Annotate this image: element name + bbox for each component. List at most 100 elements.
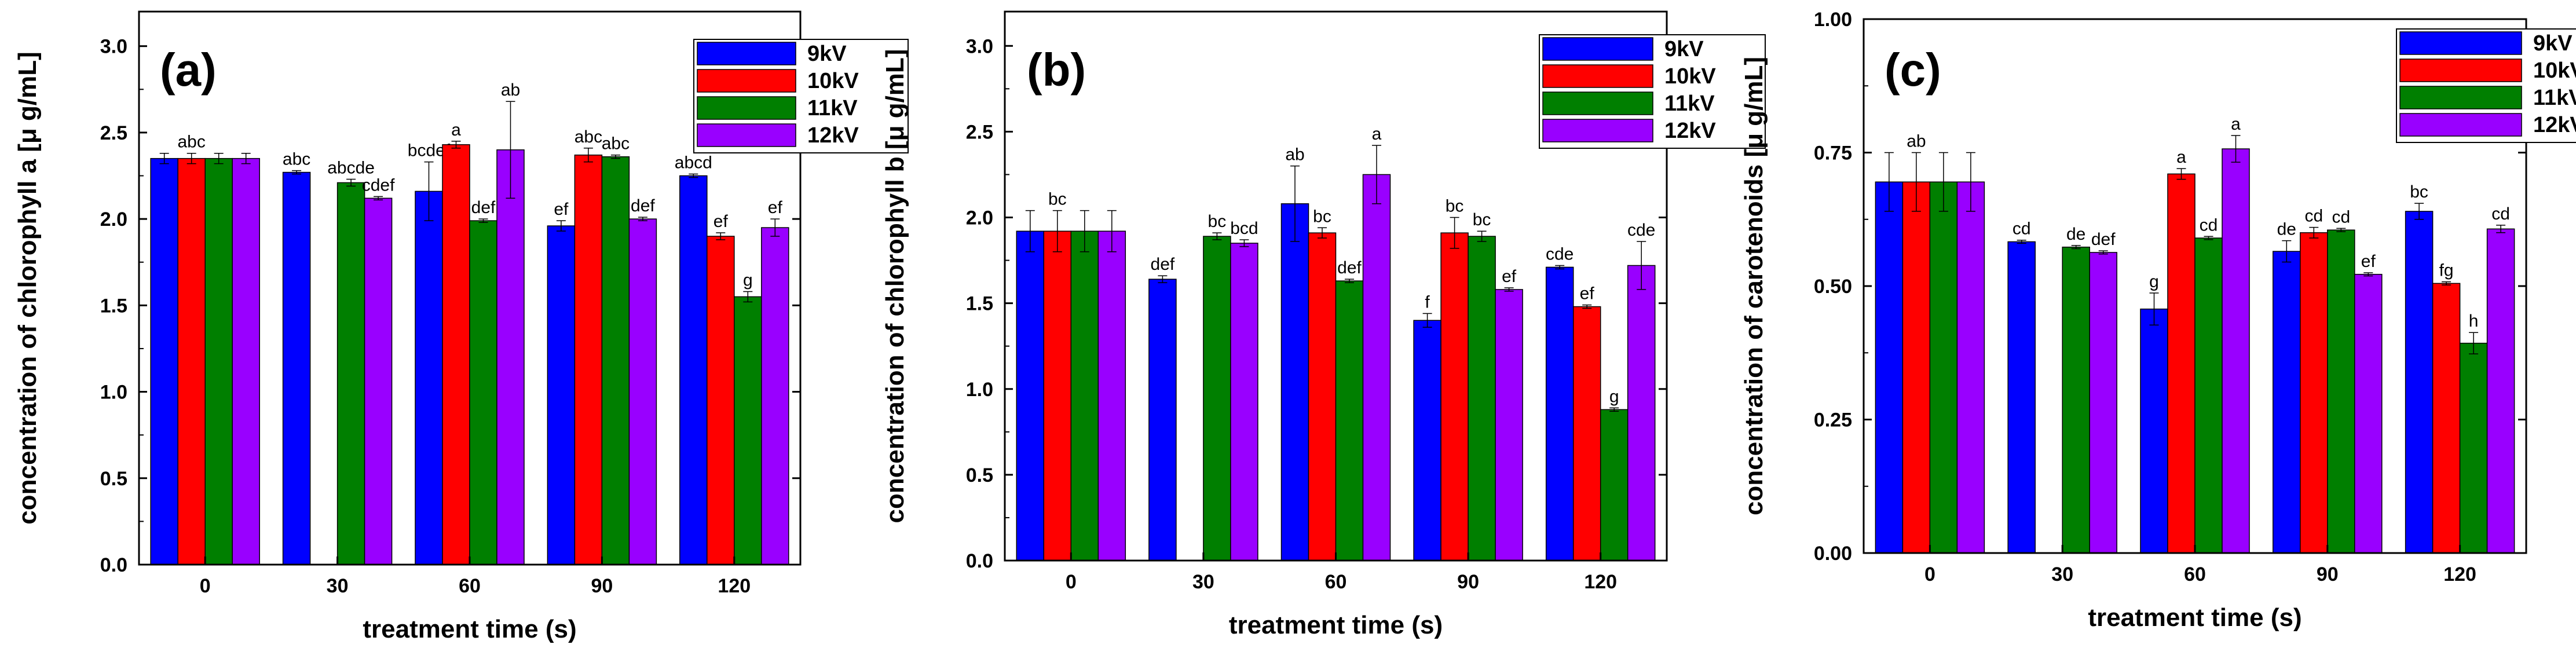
bar-10kV-120 [2432, 283, 2461, 554]
bar-12kV-60 [496, 149, 525, 565]
bar-11kV-30 [1203, 236, 1231, 561]
bar-10kV-120 [707, 236, 735, 565]
bar-9kV-120 [679, 175, 708, 565]
legend-entry-9kV: 9kV [1664, 37, 1704, 61]
bar-9kV-60 [1280, 203, 1309, 561]
significance-label: cd [2491, 204, 2510, 224]
significance-label: ef [768, 198, 783, 217]
bar-12kV-30 [1230, 243, 1258, 561]
bar-10kV-120 [1572, 306, 1601, 561]
y-tick-label: 0.5 [966, 464, 993, 486]
x-axis-title: treatment time (s) [363, 615, 576, 643]
x-tick-label: 30 [1192, 571, 1214, 593]
significance-label: abc [178, 133, 206, 152]
bar-12kV-90 [1495, 289, 1523, 561]
legend-entry-9kV: 9kV [2533, 31, 2573, 56]
bar-12kV-90 [2354, 273, 2383, 554]
chart-panel-2: defabfcdebcbcbcefbcdefbcgbcdaefcde0.00.5… [881, 10, 1766, 639]
panel-label: (a) [160, 44, 217, 96]
significance-label: cd [2200, 215, 2218, 235]
panel-label: (c) [1885, 44, 1941, 96]
legend-entry-10kV: 10kV [807, 69, 859, 93]
significance-label: cde [1546, 244, 1574, 263]
significance-label: abcd [675, 153, 712, 173]
x-tick-label: 90 [591, 575, 613, 597]
bar-10kV-90 [1440, 232, 1469, 561]
significance-label: abc [283, 150, 310, 169]
significance-label: bc [1446, 197, 1464, 216]
legend-swatch-11kV [697, 96, 796, 120]
bar-12kV-120 [761, 227, 789, 565]
bar-12kV-30 [364, 197, 393, 565]
bar-12kV-0 [1956, 181, 1985, 554]
significance-label: cd [2332, 207, 2350, 226]
x-tick-label: 120 [1584, 571, 1617, 593]
bar-10kV-60 [2167, 173, 2196, 554]
significance-label: ab [1907, 132, 1926, 151]
bar-9kV-60 [415, 191, 443, 565]
bar-11kV-60 [2194, 237, 2223, 554]
legend-swatch-10kV [1542, 64, 1653, 88]
legend-swatch-11kV [2399, 86, 2522, 109]
significance-label: h [2469, 312, 2479, 331]
significance-label: a [2176, 148, 2186, 167]
significance-label: def [1151, 255, 1175, 274]
bar-9kV-90 [2273, 251, 2301, 554]
bar-9kV-30 [1148, 279, 1177, 561]
bar-9kV-90 [547, 225, 576, 565]
panel-label: (b) [1027, 44, 1086, 96]
y-tick-label: 2.5 [100, 122, 127, 144]
x-tick-label: 30 [327, 575, 349, 597]
bar-10kV-90 [574, 154, 603, 565]
bar-11kV-90 [601, 156, 630, 565]
significance-label: ef [2361, 252, 2376, 271]
bar-9kV-120 [1545, 266, 1574, 561]
significance-label: a [2231, 115, 2241, 134]
bar-10kV-90 [2300, 232, 2328, 554]
y-tick-label: 1.0 [100, 382, 127, 404]
x-tick-label: 90 [2317, 563, 2339, 585]
legend-entry-10kV: 10kV [1664, 64, 1716, 89]
legend-swatch-9kV [2399, 31, 2522, 55]
x-tick-label: 30 [2051, 563, 2073, 585]
x-tick-label: 0 [1066, 571, 1077, 593]
significance-label: fg [2439, 261, 2454, 280]
bar-11kV-120 [734, 296, 762, 565]
significance-label: cd [2304, 207, 2323, 226]
bar-11kV-120 [2459, 342, 2488, 554]
bar-12kV-30 [2089, 252, 2117, 554]
significance-label: bcd [1230, 219, 1258, 238]
legend-entry-10kV: 10kV [2533, 58, 2576, 83]
bar-11kV-30 [2062, 246, 2090, 554]
x-tick-label: 60 [1325, 571, 1347, 593]
bar-9kV-0 [1875, 181, 1904, 554]
y-tick-label: 3.0 [100, 36, 127, 58]
legend-swatch-12kV [697, 123, 796, 147]
bar-10kV-0 [1043, 230, 1072, 561]
legend-entry-12kV: 12kV [1664, 119, 1716, 143]
legend-entry-11kV: 11kV [2533, 86, 2576, 110]
bar-9kV-120 [2405, 211, 2434, 554]
significance-label: ef [1502, 267, 1517, 286]
x-tick-label: 60 [2184, 563, 2206, 585]
bar-11kV-90 [2327, 229, 2355, 554]
legend-swatch-12kV [2399, 113, 2522, 137]
legend-swatch-10kV [2399, 58, 2522, 82]
bar-11kV-60 [1335, 280, 1364, 561]
legend: 9kV 10kV 11kV 12kV [693, 39, 909, 153]
legend-swatch-12kV [1542, 119, 1653, 142]
y-tick-label: 0.0 [100, 554, 127, 576]
legend-entry-9kV: 9kV [807, 42, 847, 66]
y-tick-label: 2.0 [966, 207, 993, 229]
bar-9kV-30 [282, 171, 311, 565]
x-axis-title: treatment time (s) [2088, 603, 2301, 632]
x-tick-label: 90 [1457, 571, 1479, 593]
significance-label: cd [2012, 219, 2031, 239]
significance-label: def [471, 198, 496, 217]
bar-9kV-30 [2007, 241, 2036, 554]
y-tick-label: 1.00 [1814, 9, 1852, 31]
x-tick-label: 0 [200, 575, 211, 597]
significance-label: de [2277, 220, 2296, 239]
bar-11kV-0 [1929, 181, 1958, 554]
significance-label: abcde [327, 158, 375, 177]
